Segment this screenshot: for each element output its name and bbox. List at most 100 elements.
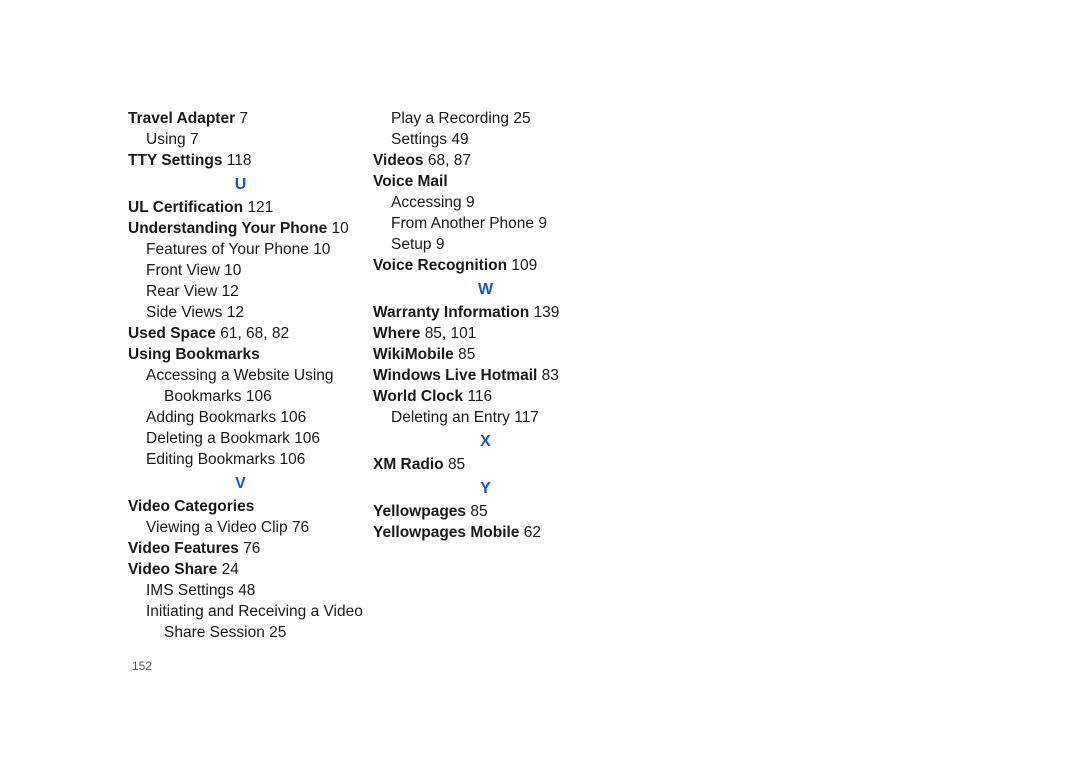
entry-page: 116	[467, 388, 492, 405]
columns-container: Travel Adapter 7 Using 7 TTY Settings 11…	[128, 108, 948, 673]
entry-page: 76	[243, 540, 260, 557]
entry-video-share-init-l2: Share Session 25	[128, 622, 353, 643]
heading-w: W	[373, 278, 598, 302]
entry-page: 62	[524, 524, 541, 541]
entry-understanding-features: Features of Your Phone 10	[128, 239, 353, 260]
entry-label: Features of Your Phone	[146, 241, 309, 258]
entry-page: 9	[466, 194, 475, 211]
entry-understanding-phone: Understanding Your Phone 10	[128, 218, 353, 239]
entry-page: 85	[470, 503, 487, 520]
entry-label: Travel Adapter	[128, 110, 235, 127]
entry-label: Video Features	[128, 540, 239, 557]
entry-label: Video Share	[128, 561, 217, 578]
entry-label: Understanding Your Phone	[128, 220, 327, 237]
entry-voice-mail-setup: Setup 9	[373, 234, 598, 255]
column-2: Play a Recording 25 Settings 49 Videos 6…	[373, 108, 598, 673]
entry-xm-radio: XM Radio 85	[373, 454, 598, 475]
heading-y: Y	[373, 477, 598, 501]
entry-label: Used Space	[128, 325, 216, 342]
entry-warranty: Warranty Information 139	[373, 302, 598, 323]
entry-page: 12	[222, 283, 239, 300]
entry-travel-adapter-using: Using 7	[128, 129, 353, 150]
entry-label: Videos	[373, 152, 424, 169]
entry-understanding-rear: Rear View 12	[128, 281, 353, 302]
entry-yellowpages: Yellowpages 85	[373, 501, 598, 522]
page-number: 152	[132, 659, 353, 673]
entry-page: 25	[513, 110, 530, 127]
entry-label: Share Session	[164, 624, 265, 641]
entry-page: 10	[313, 241, 330, 258]
column-1: Travel Adapter 7 Using 7 TTY Settings 11…	[128, 108, 353, 673]
entry-page: 106	[294, 430, 320, 447]
entry-label: Play a Recording	[391, 110, 509, 127]
entry-page: 10	[332, 220, 349, 237]
entry-using-bookmarks: Using Bookmarks	[128, 344, 353, 365]
entry-label: Front View	[146, 262, 220, 279]
entry-label: Accessing	[391, 194, 462, 211]
entry-video-share: Video Share 24	[128, 559, 353, 580]
entry-where: Where 85, 101	[373, 323, 598, 344]
entry-label: Deleting a Bookmark	[146, 430, 290, 447]
entry-label: Side Views	[146, 304, 222, 321]
entry-pages: 68, 87	[428, 152, 471, 169]
entry-label: From Another Phone	[391, 215, 534, 232]
entry-label: World Clock	[373, 388, 463, 405]
entry-page: 7	[190, 131, 199, 148]
entry-label: Warranty Information	[373, 304, 529, 321]
entry-label: Adding Bookmarks	[146, 409, 276, 426]
entry-ul-certification: UL Certification 121	[128, 197, 353, 218]
entry-settings: Settings 49	[373, 129, 598, 150]
entry-page: 109	[511, 257, 537, 274]
entry-page: 106	[280, 451, 306, 468]
entry-tty-settings: TTY Settings 118	[128, 150, 353, 171]
entry-world-clock: World Clock 116	[373, 386, 598, 407]
entry-label: Windows Live Hotmail	[373, 367, 537, 384]
entry-page: 7	[239, 110, 248, 127]
entry-label: Viewing a Video Clip	[146, 519, 288, 536]
entry-voice-mail-accessing: Accessing 9	[373, 192, 598, 213]
entry-page: 10	[224, 262, 241, 279]
entry-label: XM Radio	[373, 456, 444, 473]
entry-windows-hotmail: Windows Live Hotmail 83	[373, 365, 598, 386]
entry-page: 118	[227, 152, 252, 169]
entry-page: 121	[247, 199, 273, 216]
entry-page: 85	[448, 456, 465, 473]
entry-world-clock-deleting: Deleting an Entry 117	[373, 407, 598, 428]
entry-label: Using	[146, 131, 186, 148]
entry-video-share-ims: IMS Settings 48	[128, 580, 353, 601]
entry-label: WikiMobile	[373, 346, 454, 363]
entry-video-categories: Video Categories	[128, 496, 353, 517]
entry-wikimobile: WikiMobile 85	[373, 344, 598, 365]
entry-travel-adapter: Travel Adapter 7	[128, 108, 353, 129]
entry-label: UL Certification	[128, 199, 243, 216]
entry-bookmarks-adding: Adding Bookmarks 106	[128, 407, 353, 428]
heading-v: V	[128, 472, 353, 496]
entry-page: 49	[451, 131, 468, 148]
entry-page: 117	[514, 409, 539, 426]
entry-label: Voice Mail	[373, 173, 448, 190]
entry-voice-mail: Voice Mail	[373, 171, 598, 192]
entry-video-features: Video Features 76	[128, 538, 353, 559]
entry-label: Settings	[391, 131, 447, 148]
entry-voice-mail-another: From Another Phone 9	[373, 213, 598, 234]
entry-page: 9	[436, 236, 445, 253]
entry-bookmarks-editing: Editing Bookmarks 106	[128, 449, 353, 470]
entry-label: Yellowpages	[373, 503, 466, 520]
entry-understanding-front: Front View 10	[128, 260, 353, 281]
entry-label: Video Categories	[128, 498, 254, 515]
entry-page: 24	[222, 561, 239, 578]
entry-pages: 61, 68, 82	[220, 325, 289, 342]
entry-label: Yellowpages Mobile	[373, 524, 519, 541]
entry-label: Voice Recognition	[373, 257, 507, 274]
entry-play-recording: Play a Recording 25	[373, 108, 598, 129]
entry-label: Rear View	[146, 283, 217, 300]
entry-videos: Videos 68, 87	[373, 150, 598, 171]
heading-x: X	[373, 430, 598, 454]
entry-page: 106	[280, 409, 306, 426]
entry-page: 83	[542, 367, 559, 384]
entry-video-share-init-l1: Initiating and Receiving a Video	[128, 601, 353, 622]
index-page: Travel Adapter 7 Using 7 TTY Settings 11…	[128, 108, 948, 673]
entry-page: 12	[227, 304, 244, 321]
entry-voice-recognition: Voice Recognition 109	[373, 255, 598, 276]
entry-page: 106	[246, 388, 272, 405]
